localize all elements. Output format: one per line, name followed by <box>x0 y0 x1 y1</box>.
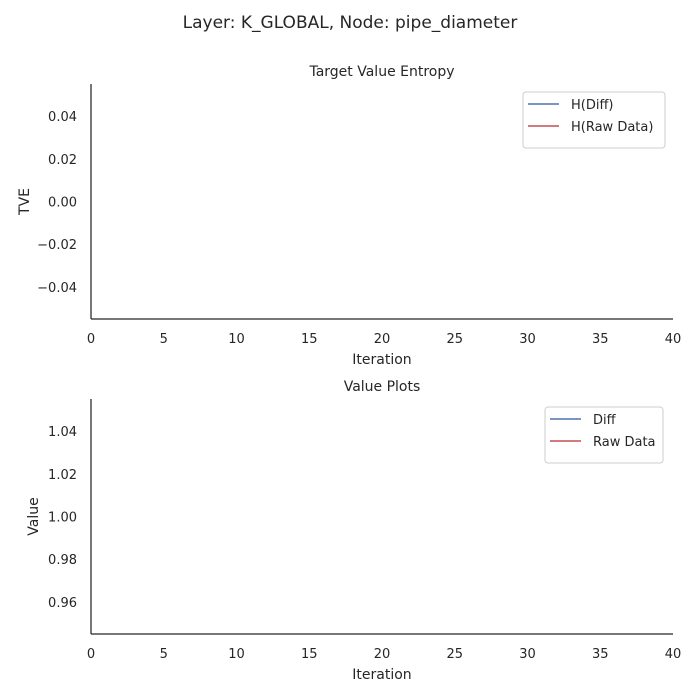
y-tick-label: 1.00 <box>48 511 77 526</box>
x-tick-label: 15 <box>301 647 318 662</box>
x-tick-label: 35 <box>592 332 609 347</box>
x-tick-label: 40 <box>665 332 682 347</box>
x-tick-label: 0 <box>87 332 95 347</box>
x-tick-label: 20 <box>374 332 391 347</box>
legend-label: H(Raw Data) <box>571 120 653 135</box>
chart-title: Target Value Entropy <box>308 64 454 80</box>
x-tick-label: 35 <box>592 647 609 662</box>
y-tick-label: 0.04 <box>48 110 77 125</box>
y-tick-label: 0.98 <box>48 553 77 568</box>
figure-suptitle: Layer: K_GLOBAL, Node: pipe_diameter <box>183 13 518 33</box>
y-tick-label: −0.04 <box>37 281 77 296</box>
x-tick-label: 10 <box>228 332 245 347</box>
y-tick-label: 1.02 <box>48 468 77 483</box>
charts: Target Value Entropy 0 5 10 15 20 25 30 35 40 −0.0… <box>17 64 681 683</box>
legend: H(Diff) H(Raw Data) <box>522 91 666 149</box>
legend-label: H(Diff) <box>571 98 614 113</box>
legend-frame <box>522 91 666 149</box>
x-tick-label: 5 <box>160 332 168 347</box>
x-tick-label: 15 <box>301 332 318 347</box>
x-axis-label: Iteration <box>352 352 411 368</box>
x-tick-label: 0 <box>87 647 95 662</box>
x-tick-label: 25 <box>446 647 463 662</box>
legend-label: Raw Data <box>593 435 656 450</box>
legend-frame <box>544 406 664 464</box>
x-tick-label: 40 <box>665 647 682 662</box>
y-tick-label: −0.02 <box>37 238 77 253</box>
x-tick-label: 10 <box>228 647 245 662</box>
y-tick-label: 0.02 <box>48 153 77 168</box>
y-tick-label: 0.00 <box>48 196 77 211</box>
x-tick-label: 20 <box>374 647 391 662</box>
x-axis-label: Iteration <box>352 667 411 683</box>
y-axis-label: TVE <box>17 188 33 216</box>
y-tick-label: 0.96 <box>48 596 77 611</box>
x-tick-label: 25 <box>446 332 463 347</box>
legend: Diff Raw Data <box>544 406 664 464</box>
y-axis-label: Value <box>26 497 42 535</box>
x-tick-label: 5 <box>160 647 168 662</box>
chart-1: Target Value Entropy 0 5 10 15 20 25 30 35 40 −0.0… <box>17 64 681 368</box>
y-tick-label: 1.04 <box>48 425 77 440</box>
legend-label: Diff <box>593 413 617 428</box>
x-tick-label: 30 <box>519 647 536 662</box>
chart-title: Value Plots <box>344 379 421 395</box>
x-tick-label: 30 <box>519 332 536 347</box>
chart-2: Value Plots 0 5 10 15 20 25 30 35 40 0.96 0.98 1.00 1… <box>26 379 681 683</box>
